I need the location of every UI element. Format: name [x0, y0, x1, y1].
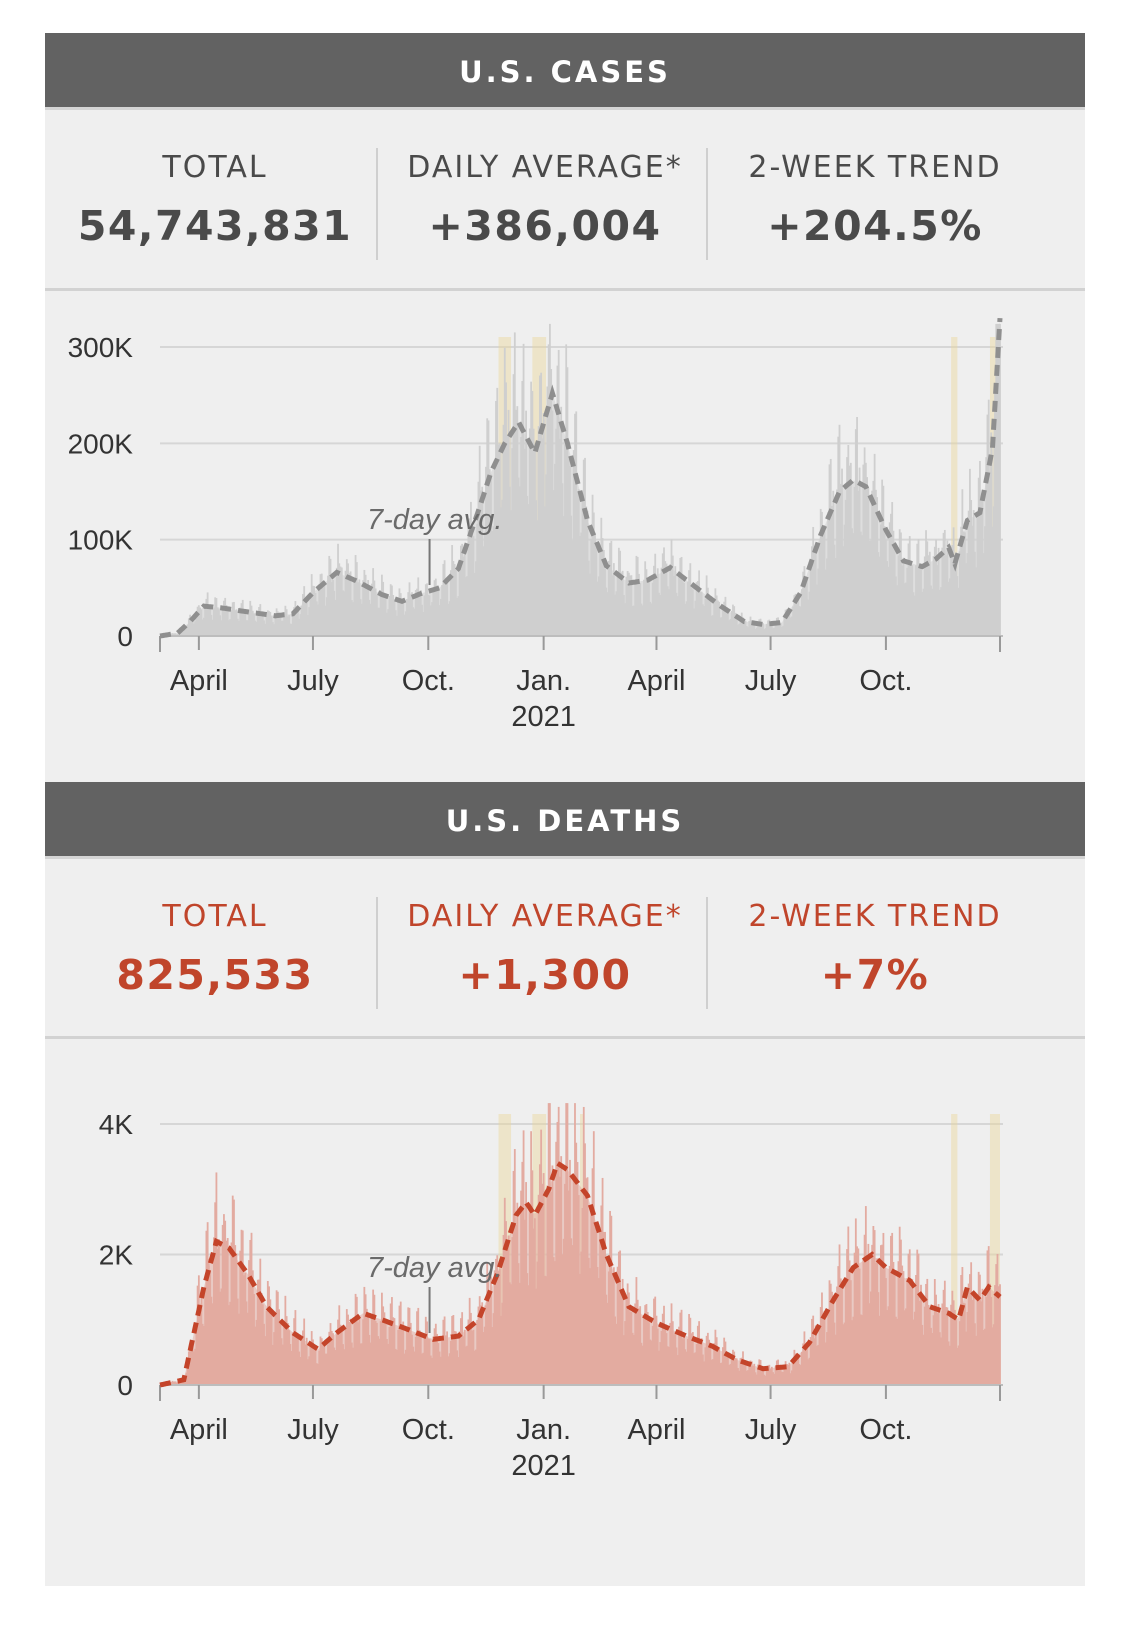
y-tick-label: 0 — [117, 621, 133, 652]
holiday-band — [951, 1114, 958, 1385]
x-tick-label: Oct. — [402, 665, 455, 697]
annotation-label: 7-day avg. — [367, 1252, 502, 1284]
y-tick-label: 2K — [99, 1240, 134, 1271]
deaths-trend-value: +7% — [820, 951, 930, 999]
deaths-stats: TOTAL 825,533 DAILY AVERAGE* +1,300 2-WE… — [45, 859, 1085, 1039]
x-tick-label: July — [287, 1414, 339, 1446]
cases-divider-1 — [376, 148, 378, 260]
deaths-divider-2 — [706, 897, 708, 1009]
x-tick-label: July — [745, 665, 797, 697]
deaths-chart: 0 2K 4K April July Oct. Jan. 2021 April July Oct. 7… — [99, 1103, 1003, 1482]
y-tick-label: 200K — [68, 428, 134, 459]
x-tick-label: Jan. — [516, 1414, 571, 1446]
avg-line — [159, 1159, 1002, 1388]
annotation-label: 7-day avg. — [367, 504, 502, 536]
bar-area — [160, 1164, 1000, 1385]
y-tick-label: 100K — [68, 525, 134, 556]
x-tick-label: Oct. — [859, 1414, 912, 1446]
x-tick-label: July — [745, 1414, 797, 1446]
cases-separator — [45, 288, 1085, 291]
cases-divider-2 — [706, 148, 708, 260]
y-tick-label: 4K — [99, 1109, 134, 1140]
deaths-header-rule — [45, 856, 1085, 859]
x-tick-label: July — [287, 665, 339, 697]
deaths-chart-panel: 0 2K 4K April July Oct. Jan. 2021 April July Oct. 7… — [45, 1039, 1085, 1586]
deaths-trend-label: 2-WEEK TREND — [748, 899, 1002, 934]
cases-header-rule — [45, 107, 1085, 110]
deaths-divider-1 — [376, 897, 378, 1009]
x-tick-year-label: 2021 — [511, 1450, 576, 1482]
cases-header: U.S. CASES — [45, 33, 1085, 111]
cases-chart: 0 100K 200K 300K April July Oct. Jan. 2021 April J… — [68, 317, 1003, 733]
x-tick-label: April — [627, 1414, 685, 1446]
x-tick-label: Oct. — [859, 665, 912, 697]
x-tick-label: Jan. — [516, 665, 571, 697]
deaths-total-value: 825,533 — [116, 951, 314, 999]
x-tick-label: April — [627, 665, 685, 697]
holiday-band — [989, 1114, 1000, 1385]
deaths-header: U.S. DEATHS — [45, 782, 1085, 860]
x-tick-label: April — [170, 1414, 228, 1446]
x-tick-label: April — [170, 665, 228, 697]
deaths-separator — [45, 1036, 1085, 1039]
y-tick-label: 300K — [68, 332, 134, 363]
bar-area — [160, 318, 1000, 636]
x-tick-label: Oct. — [402, 1414, 455, 1446]
cases-trend-value: +204.5% — [767, 202, 983, 250]
y-tick-label: 0 — [117, 1370, 133, 1401]
holiday-band — [951, 337, 958, 636]
cases-total-value: 54,743,831 — [77, 202, 353, 250]
cases-daily-value: +386,004 — [428, 202, 662, 250]
cases-trend-label: 2-WEEK TREND — [748, 150, 1002, 185]
cases-total-label: TOTAL — [162, 150, 268, 185]
x-tick-year-label: 2021 — [511, 701, 576, 733]
deaths-total-label: TOTAL — [162, 899, 268, 934]
deaths-daily-label: DAILY AVERAGE* — [407, 899, 683, 934]
avg-line — [159, 317, 1003, 639]
cases-chart-panel: 0 100K 200K 300K April July Oct. Jan. 2021 April J… — [45, 291, 1085, 785]
cases-stats: TOTAL 54,743,831 DAILY AVERAGE* +386,004… — [45, 110, 1085, 290]
deaths-daily-value: +1,300 — [458, 951, 632, 999]
cases-daily-label: DAILY AVERAGE* — [407, 150, 683, 185]
